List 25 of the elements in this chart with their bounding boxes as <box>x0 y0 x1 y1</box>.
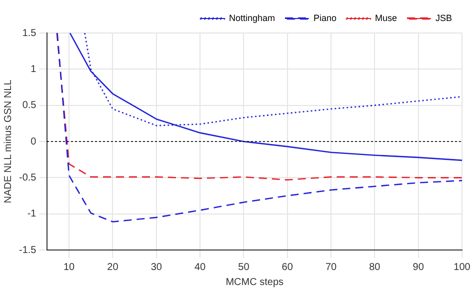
y-tick-label: 1.5 <box>22 28 37 39</box>
x-tick-label: 80 <box>369 262 381 273</box>
x-tick-label: 20 <box>107 262 119 273</box>
y-tick-label: 1 <box>30 64 37 75</box>
y-tick-label: -1 <box>27 208 37 220</box>
x-tick-label: 50 <box>238 262 250 273</box>
line-series <box>56 33 462 222</box>
legend-label: JSB <box>435 12 452 23</box>
x-tick-label: 60 <box>282 262 294 273</box>
legend-label: Muse <box>374 12 397 23</box>
x-tick-label: 100 <box>454 262 471 273</box>
x-tick-label: 40 <box>194 262 206 273</box>
x-tick-label: 90 <box>412 262 424 273</box>
y-axis-title: NADE NLL minus GSN NLL <box>2 79 14 204</box>
x-tick-label: 10 <box>64 262 76 273</box>
line-series <box>56 33 462 180</box>
x-axis-title: MCMC steps <box>226 276 284 288</box>
legend-label: Nottingham <box>228 12 275 23</box>
y-tick-label: 0.5 <box>22 100 37 112</box>
y-tick-label: -1.5 <box>18 244 37 256</box>
legend-label: Piano <box>313 12 336 23</box>
x-tick-label: 70 <box>325 262 338 273</box>
x-tick-label: 30 <box>150 262 162 273</box>
y-tick-label: 0 <box>30 136 37 148</box>
y-tick-label: -0.5 <box>18 172 37 184</box>
